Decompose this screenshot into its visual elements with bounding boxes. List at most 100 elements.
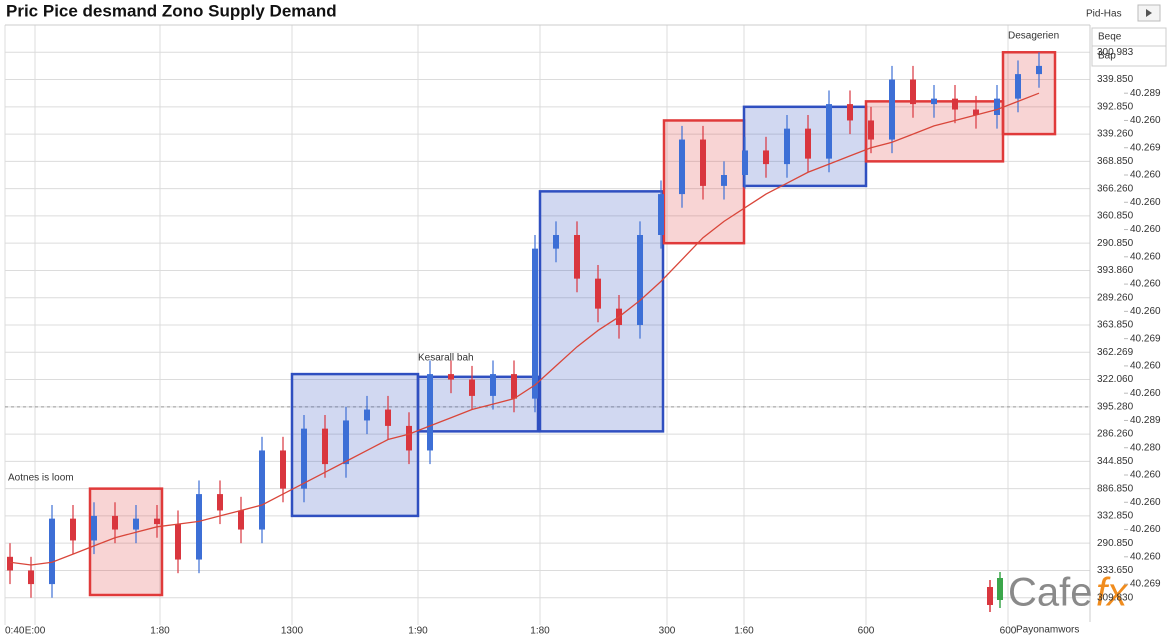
x-tick-label: 1:90 — [408, 626, 428, 637]
candle-body — [490, 374, 496, 396]
candle-body — [238, 510, 244, 530]
y2-tick-label: 40.260 — [1130, 279, 1161, 290]
candle-body — [133, 518, 139, 530]
logo-icon — [987, 572, 1003, 612]
candle-body — [868, 120, 874, 140]
candle-body — [826, 104, 832, 159]
y2-tick-label: 40.260 — [1130, 388, 1161, 399]
candle-body — [1015, 74, 1021, 99]
candle-body — [280, 450, 286, 489]
menu-icon — [1146, 9, 1152, 17]
menu-item[interactable] — [1091, 45, 1167, 67]
candle-body — [910, 79, 916, 105]
y-tick-label: 322.060 — [1097, 374, 1134, 385]
candle-body — [448, 374, 454, 380]
candle-body — [847, 104, 853, 121]
candle-body — [154, 518, 160, 525]
annotation: Desagerien — [1008, 31, 1059, 42]
candle-body — [112, 515, 118, 530]
y2-tick-label: 40.280 — [1130, 442, 1161, 453]
candle-body — [427, 374, 433, 451]
y2-tick-label: 40.289 — [1130, 415, 1161, 426]
y2-tick-label: 40.269 — [1130, 579, 1161, 590]
candle-body — [175, 524, 181, 560]
candle-body — [574, 235, 580, 279]
y2-tick-label: 40.260 — [1130, 306, 1161, 317]
y2-tick-label: 40.260 — [1130, 497, 1161, 508]
moving-average — [9, 92, 1040, 566]
x-tick-label: 1:80 — [530, 626, 550, 637]
y-tick-label: 339.850 — [1097, 74, 1134, 85]
y2-tick-label: 40.260 — [1130, 524, 1161, 535]
candle-body — [469, 379, 475, 396]
x-tick-label: 300 — [659, 626, 676, 637]
candle-body — [784, 128, 790, 165]
candle-body — [364, 409, 370, 421]
y-tick-label: 393.860 — [1097, 265, 1134, 276]
plot — [4, 25, 1090, 625]
y-tick-label: 366.260 — [1097, 183, 1134, 194]
zone — [538, 190, 665, 433]
candle-body — [700, 139, 706, 186]
y2-tick-label: 40.260 — [1130, 170, 1161, 181]
zone — [416, 375, 540, 433]
annotation: Kesarall bah — [418, 352, 474, 363]
y-tick-label: 360.850 — [1097, 211, 1134, 222]
y-tick-label: 332.850 — [1097, 511, 1134, 522]
candle-body — [49, 518, 55, 585]
zone — [1001, 51, 1057, 136]
x-tick-label: 0:40 — [5, 626, 25, 637]
candle-body — [595, 278, 601, 309]
candle-body — [679, 139, 685, 195]
y2-tick-label: 40.289 — [1130, 88, 1161, 99]
candle-body — [973, 109, 979, 115]
candle-body — [553, 235, 559, 249]
menu-text: Beqe — [1098, 32, 1122, 43]
x-tick-label: E:00 — [25, 626, 46, 637]
y-tick-label: 368.850 — [1097, 156, 1134, 167]
candle-body — [994, 98, 1000, 115]
candle-body — [511, 374, 517, 399]
candle-body — [343, 420, 349, 465]
y-tick-label: 289.260 — [1097, 292, 1134, 303]
y-tick-label: 344.850 — [1097, 456, 1134, 467]
x-tick-label: 1:60 — [734, 626, 754, 637]
candle-body — [637, 235, 643, 325]
annotation: Aotnes is loom — [8, 472, 74, 483]
candle-body — [259, 450, 265, 530]
logo-text: Cafe — [1008, 571, 1093, 615]
y2-tick-label: 40.260 — [1130, 251, 1161, 262]
x-tick-label: 1300 — [281, 626, 304, 637]
candle-body — [322, 428, 328, 465]
candle-body — [931, 98, 937, 105]
y-tick-label: 392.850 — [1097, 101, 1134, 112]
candle-body — [385, 409, 391, 426]
candle-body — [70, 518, 76, 541]
chart-title: Pric Pice desmand Zono Supply Demand — [6, 1, 337, 20]
y-tick-label: 395.280 — [1097, 401, 1134, 412]
candle-body — [532, 248, 538, 399]
y2-tick-label: 40.260 — [1130, 197, 1161, 208]
y-tick-label: 290.850 — [1097, 538, 1134, 549]
candle-body — [1036, 65, 1042, 75]
candle-body — [91, 515, 97, 541]
x-tick-label: 600 — [1000, 626, 1017, 637]
candle-body — [658, 194, 664, 235]
y-tick-label: 362.269 — [1097, 347, 1134, 358]
candle-body — [889, 79, 895, 140]
y2-tick-label: 40.260 — [1130, 224, 1161, 235]
candle-body — [721, 175, 727, 186]
x-tick-label: 1:80 — [150, 626, 170, 637]
candle-body — [217, 494, 223, 511]
y2-tick-label: 40.260 — [1130, 361, 1161, 372]
y-tick-label: 309.830 — [1097, 592, 1134, 603]
y-tick-label: 333.650 — [1097, 565, 1134, 576]
candle-body — [301, 428, 307, 489]
y-tick-label: 886.850 — [1097, 483, 1134, 494]
logo-accent: fx — [1096, 571, 1129, 615]
candle-body — [805, 128, 811, 159]
y-tick-label: 300.983 — [1097, 47, 1134, 58]
y2-tick-label: 40.269 — [1130, 142, 1161, 153]
candle-body — [406, 425, 412, 451]
zone — [742, 105, 868, 188]
